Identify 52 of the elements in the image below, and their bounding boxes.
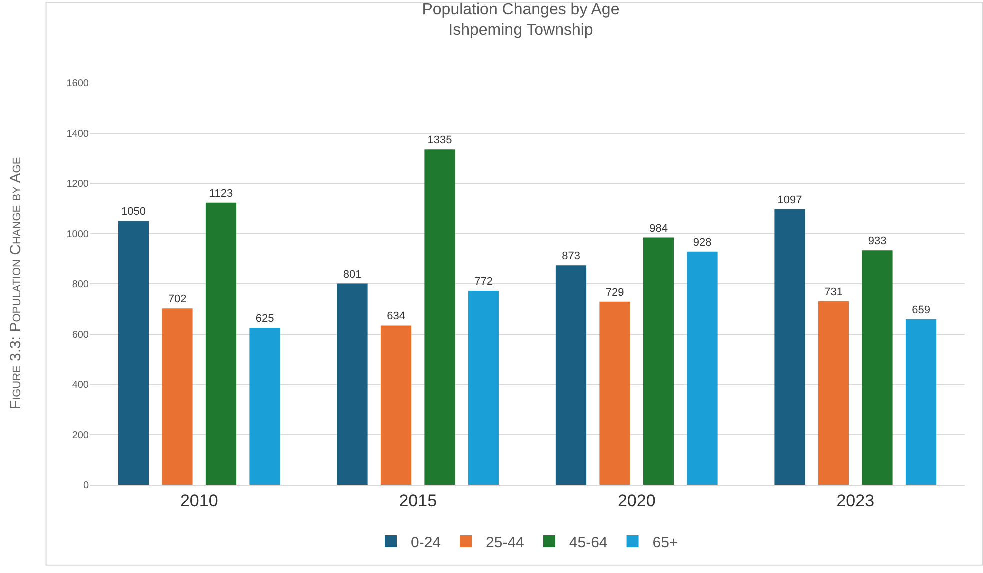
bar xyxy=(774,209,806,485)
chart-title: Population Changes by Age xyxy=(422,1,620,18)
y-tick-label: 1000 xyxy=(66,229,90,240)
bar xyxy=(906,319,937,485)
data-label: 933 xyxy=(868,236,887,248)
data-label: 625 xyxy=(256,312,274,325)
data-label: 659 xyxy=(912,304,930,316)
data-label: 801 xyxy=(343,268,362,281)
bar xyxy=(337,284,368,485)
data-label: 1097 xyxy=(778,194,802,206)
y-tick-label: 200 xyxy=(72,430,90,442)
y-tick-label: 1400 xyxy=(66,128,90,140)
y-tick-label: 800 xyxy=(72,280,90,290)
data-label: 729 xyxy=(606,286,624,299)
y-tick-label: 1200 xyxy=(66,179,90,190)
bar xyxy=(206,202,237,485)
bar xyxy=(556,266,587,485)
bar xyxy=(380,326,412,485)
bar xyxy=(643,238,674,485)
x-tick-label: 2023 xyxy=(836,491,875,510)
y-tick-label: 0 xyxy=(83,480,90,492)
bar xyxy=(862,250,893,485)
bar xyxy=(818,301,850,485)
data-label: 702 xyxy=(168,294,187,306)
bar xyxy=(468,291,500,485)
y-tick-label: 400 xyxy=(72,380,90,391)
caption: Figure 3.3: Population Change by Age xyxy=(8,157,25,410)
legend-label: 0-24 xyxy=(411,534,442,552)
data-label: 731 xyxy=(824,286,843,298)
data-label: 984 xyxy=(650,222,668,235)
bar xyxy=(162,308,193,485)
legend-label: 25-44 xyxy=(486,534,524,552)
data-label: 1335 xyxy=(428,134,452,147)
bar xyxy=(687,252,718,485)
data-label: 772 xyxy=(474,276,493,288)
y-tick-label: 600 xyxy=(72,330,90,341)
y-tick-label: 1600 xyxy=(66,78,90,90)
legend-label: 65+ xyxy=(652,534,678,552)
bar xyxy=(250,328,280,485)
data-label: 928 xyxy=(693,236,712,249)
bar xyxy=(600,302,630,485)
data-label: 1050 xyxy=(122,206,146,218)
x-tick-label: 2015 xyxy=(399,491,438,510)
x-tick-label: 2010 xyxy=(180,491,218,510)
bar xyxy=(424,150,456,485)
legend-label: 45-64 xyxy=(569,534,608,552)
x-tick-label: 2020 xyxy=(618,491,656,510)
data-label: 634 xyxy=(387,310,406,323)
chart-subtitle: Ishpeming Township xyxy=(448,22,594,40)
data-label: 1123 xyxy=(209,188,234,200)
data-label: 873 xyxy=(562,250,580,263)
bar xyxy=(118,221,150,485)
